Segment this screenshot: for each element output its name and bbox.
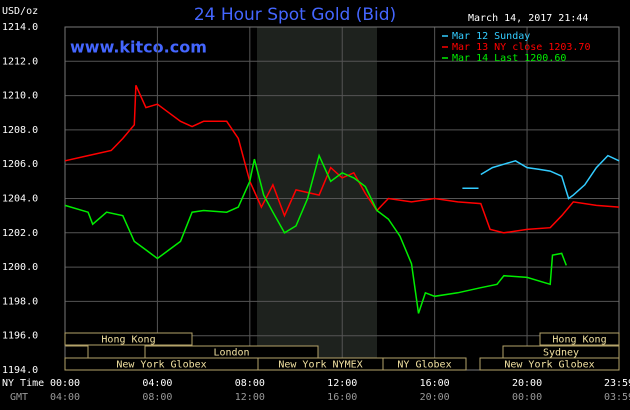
- session-box: [539, 332, 620, 346]
- session-label: New York NYMEX: [278, 360, 362, 371]
- series-line: [64, 153, 568, 314]
- session-box: [479, 357, 620, 371]
- session-box: [64, 332, 193, 346]
- x-tick-label: 23:59: [604, 378, 630, 389]
- y-tick-label: 1210.0: [2, 91, 38, 102]
- x-tick-label: 16:00: [420, 378, 450, 389]
- y-tick-label: 1200.0: [2, 262, 38, 273]
- x-tick-label: 04:00: [142, 378, 172, 389]
- x-axis-label: NY Time: [2, 378, 44, 389]
- y-tick-label: 1202.0: [2, 228, 38, 239]
- session-label: Hong Kong: [101, 335, 155, 346]
- legend-label: Mar 14 Last 1200.60: [452, 53, 566, 64]
- chart-title: 24 Hour Spot Gold (Bid): [194, 5, 396, 25]
- x2-tick-label: 16:00: [327, 392, 357, 403]
- session-label: New York Globex: [504, 360, 594, 371]
- x2-tick-label: 04:00: [50, 392, 80, 403]
- x-tick-label: 12:00: [327, 378, 357, 389]
- legend-label: Mar 12 Sunday: [452, 31, 530, 42]
- x2-tick-label: 20:00: [420, 392, 450, 403]
- unit-label: USD/oz: [2, 6, 38, 17]
- series-line: [64, 84, 620, 234]
- y-tick-label: 1208.0: [2, 125, 38, 136]
- legend-label: Mar 13 NY close 1203.70: [452, 42, 590, 53]
- site-label: www.kitco.com: [70, 38, 207, 57]
- y-tick-label: 1212.0: [2, 56, 38, 67]
- series-line: [480, 154, 620, 200]
- y-tick-label: 1194.0: [2, 365, 38, 376]
- session-label: Sydney: [543, 348, 579, 359]
- x2-tick-label: 08:00: [142, 392, 172, 403]
- x2-tick-label: 12:00: [235, 392, 265, 403]
- session-label: New York Globex: [116, 360, 206, 371]
- x2-tick-label: 00:00: [512, 392, 542, 403]
- x-tick-label: 00:00: [50, 378, 80, 389]
- session-label: Hong Kong: [552, 335, 606, 346]
- y-tick-label: 1198.0: [2, 296, 38, 307]
- x2-axis-label: GMT: [10, 392, 28, 403]
- y-tick-label: 1196.0: [2, 331, 38, 342]
- date-label: March 14, 2017 21:44: [468, 13, 588, 24]
- x-tick-label: 20:00: [512, 378, 542, 389]
- session-box: [64, 345, 89, 359]
- x2-tick-label: 03:59: [604, 392, 630, 403]
- y-tick-label: 1204.0: [2, 194, 38, 205]
- y-tick-label: 1206.0: [2, 159, 38, 170]
- y-tick-label: 1214.0: [2, 22, 38, 33]
- session-label: NY Globex: [397, 360, 451, 371]
- x-tick-label: 08:00: [235, 378, 265, 389]
- session-box: [382, 357, 467, 371]
- session-label: London: [213, 348, 249, 359]
